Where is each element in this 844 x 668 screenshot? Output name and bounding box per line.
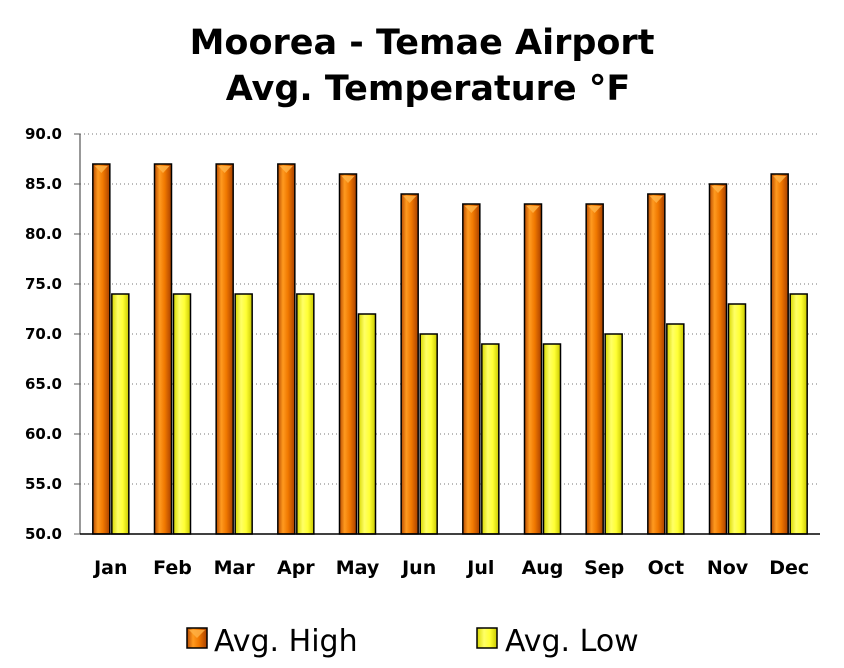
bar-avg-low — [789, 293, 808, 535]
legend-swatch-avg-low — [476, 627, 498, 649]
y-tick-label: 70.0 — [25, 325, 62, 343]
bar-avg-high — [92, 163, 111, 535]
bar-avg-low — [234, 293, 253, 535]
bar-avg-high — [400, 193, 419, 535]
bar-avg-low — [419, 333, 438, 535]
y-tick-labels: 50.0 55.0 60.0 65.0 70.0 75.0 80.0 85.0 90.0 — [25, 125, 62, 543]
x-tick-label: Mar — [214, 557, 256, 579]
bar-avg-low — [111, 293, 130, 535]
y-tick-label: 55.0 — [25, 475, 62, 493]
x-tick-label: Dec — [769, 557, 809, 579]
bar-avg-low — [666, 323, 685, 535]
axes — [74, 133, 820, 535]
x-tick-label: May — [336, 557, 380, 579]
bar-highlight-avg-high — [279, 166, 293, 173]
x-tick-label: Jul — [465, 557, 494, 579]
y-tick-label: 65.0 — [25, 375, 62, 393]
chart-title-line2: Avg. Temperature °F — [226, 69, 631, 109]
bars — [92, 163, 808, 535]
x-tick-label: Feb — [153, 557, 192, 579]
bar-avg-low — [296, 293, 315, 535]
bar-highlight-avg-high — [156, 166, 170, 173]
gridlines — [80, 133, 820, 485]
bar-avg-low — [727, 303, 747, 535]
y-tick-label: 60.0 — [25, 425, 62, 443]
bar-avg-high — [277, 163, 296, 535]
bar-avg-high — [647, 193, 666, 535]
chart-title-line1: Moorea - Temae Airport — [190, 23, 655, 63]
y-tick-label: 75.0 — [25, 275, 62, 293]
x-tick-label: Nov — [707, 557, 749, 579]
bar-highlight-avg-high — [588, 206, 602, 213]
bar-highlight-avg-high — [711, 186, 725, 193]
bar-avg-low — [604, 333, 623, 535]
legend-label-avg-high: Avg. High — [214, 624, 358, 659]
legend-label-avg-low: Avg. Low — [505, 624, 639, 659]
bar-highlight-avg-high — [464, 206, 478, 213]
legend: Avg. High Avg. Low — [186, 624, 639, 659]
x-tick-label: Jun — [400, 557, 436, 579]
bar-avg-low — [481, 343, 500, 535]
bar-avg-high — [708, 183, 728, 535]
y-tick-label: 50.0 — [25, 525, 62, 543]
bar-avg-low — [357, 313, 377, 535]
bar-avg-low — [172, 293, 192, 535]
x-tick-label: Apr — [277, 557, 315, 579]
legend-swatch-avg-high-highlight — [189, 630, 205, 638]
y-tick-label: 80.0 — [25, 225, 62, 243]
bar-avg-low — [542, 343, 562, 535]
bar-avg-high — [215, 163, 234, 535]
bar-highlight-avg-high — [649, 196, 663, 203]
bar-avg-high — [153, 163, 173, 535]
bar-avg-high — [585, 203, 604, 535]
bar-avg-high — [770, 173, 789, 535]
y-tick-label: 85.0 — [25, 175, 62, 193]
bar-highlight-avg-high — [341, 176, 355, 183]
bar-highlight-avg-high — [403, 196, 417, 203]
x-tick-label: Aug — [522, 557, 564, 579]
bar-highlight-avg-high — [773, 176, 787, 183]
bar-highlight-avg-high — [526, 206, 540, 213]
x-tick-label: Sep — [584, 557, 624, 579]
x-tick-label: Oct — [648, 557, 685, 579]
bar-highlight-avg-high — [218, 166, 232, 173]
x-tick-labels: Jan Feb Mar Apr May Jun Jul Aug Sep Oct Nov Dec — [92, 557, 809, 579]
bar-avg-high — [523, 203, 543, 535]
bar-avg-high — [338, 173, 358, 535]
bar-avg-high — [462, 203, 481, 535]
y-tick-label: 90.0 — [25, 125, 62, 143]
bar-highlight-avg-high — [94, 166, 108, 173]
x-tick-label: Jan — [92, 557, 127, 579]
